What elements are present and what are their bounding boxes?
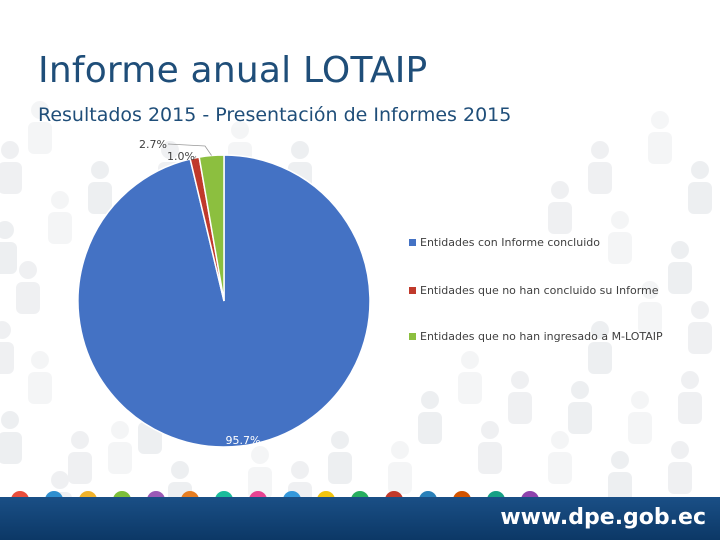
legend-swatch <box>409 239 416 246</box>
data-label-1: 1.0% <box>167 150 195 163</box>
legend-item-no-ingresado: Entidades que no han ingresado a M-LOTAI… <box>409 330 663 343</box>
background-figure <box>548 431 572 484</box>
leader-line-2 <box>167 143 212 156</box>
background-figure <box>0 221 17 274</box>
legend-item-concluido: Entidades con Informe concluido <box>409 236 600 249</box>
background-figure <box>668 441 692 494</box>
background-figure <box>28 101 52 154</box>
legend-label: Entidades que no han ingresado a M-LOTAI… <box>420 330 663 343</box>
background-figure <box>608 451 632 504</box>
slide-subtitle: Resultados 2015 - Presentación de Inform… <box>38 104 512 126</box>
background-figure <box>28 351 52 404</box>
background-figure <box>248 446 272 499</box>
background-figure <box>688 161 712 214</box>
background-figure <box>588 141 612 194</box>
background-figure <box>628 391 652 444</box>
background-figure <box>638 281 662 334</box>
legend-swatch <box>409 287 416 294</box>
background-figure <box>0 411 22 464</box>
background-figure <box>388 441 412 494</box>
footer-bar: www.dpe.gob.ec <box>0 497 720 540</box>
background-figure <box>0 321 14 374</box>
data-label-0: 95.7% <box>226 434 261 447</box>
background-figure <box>568 381 592 434</box>
background-figure <box>48 191 72 244</box>
background-figure <box>678 371 702 424</box>
footer-url: www.dpe.gob.ec <box>500 505 706 530</box>
background-figure <box>588 321 612 374</box>
data-label-2: 2.7% <box>139 138 167 151</box>
background-figure <box>108 421 132 474</box>
background-figure <box>418 391 442 444</box>
legend-label: Entidades con Informe concluido <box>420 236 600 249</box>
background-figure <box>328 431 352 484</box>
leader-line-1 <box>194 155 197 159</box>
background-figure <box>688 301 712 354</box>
background-figure <box>648 111 672 164</box>
background-figure <box>458 351 482 404</box>
background-figure <box>88 161 112 214</box>
background-figure <box>548 181 572 234</box>
legend-label: Entidades que no han concluido su Inform… <box>420 284 659 297</box>
background-figure <box>68 431 92 484</box>
slide-title: Informe anual LOTAIP <box>38 50 428 91</box>
background-figure <box>16 261 40 314</box>
background-figure <box>508 371 532 424</box>
legend-swatch <box>409 333 416 340</box>
background-figure <box>478 421 502 474</box>
background-figure <box>668 241 692 294</box>
legend-item-no-concluido: Entidades que no han concluido su Inform… <box>409 284 659 297</box>
background-figure <box>0 141 22 194</box>
background-figure <box>608 211 632 264</box>
